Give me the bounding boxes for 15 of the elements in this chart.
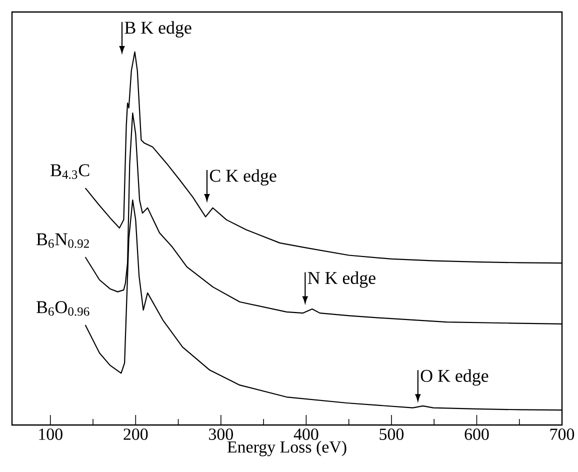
series-label: B$_{4.3}$C xyxy=(50,164,90,179)
annotation: N K edge xyxy=(308,271,376,288)
annotation: C K edge xyxy=(210,169,276,186)
x-tick-label: 300 xyxy=(209,428,233,440)
annotation: O K edge xyxy=(420,369,488,386)
x-tick-label: 600 xyxy=(464,428,489,440)
x-tick-label: 400 xyxy=(294,428,318,440)
x-tick-label: 200 xyxy=(124,428,148,440)
series-label: B$_{6}$N$_{0.92}$ xyxy=(36,233,89,248)
x-axis-title: Energy Loss (eV) xyxy=(227,440,346,456)
x-tick-label: 700 xyxy=(550,428,574,440)
text: B K edge xyxy=(124,21,192,38)
x-tick-label: 100 xyxy=(39,428,62,440)
series-label: B$_{6}$O$_{0.96}$ xyxy=(36,301,90,316)
x-tick-label: 500 xyxy=(380,428,404,440)
